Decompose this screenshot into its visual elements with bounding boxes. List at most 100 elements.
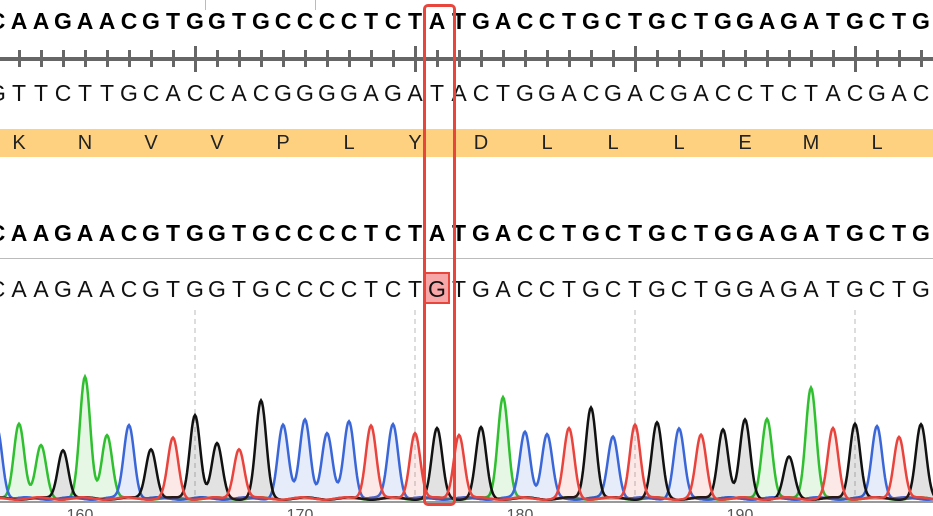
trace-G [0,397,933,501]
ruler-minor-tick [150,50,153,67]
base-G: G [208,276,226,302]
ruler-minor-tick [788,50,791,67]
base-A: A [33,276,49,302]
base-A: A [758,8,776,34]
base-G: G [186,8,204,34]
ruler-minor-tick [392,50,395,67]
base-T: T [231,276,247,302]
base-A: A [494,220,512,246]
selected-position-highlight[interactable] [423,4,456,506]
ruler-minor-tick [546,50,549,67]
base-A: A [428,220,446,246]
base-G: G [472,8,490,34]
base-G: G [912,276,930,302]
ruler-minor-tick [436,50,439,67]
base-C: C [868,276,886,302]
base-C: C [120,220,138,246]
base-C: C [604,8,622,34]
base-A: A [10,220,28,246]
base-G: G [670,80,688,106]
base-G: G [186,276,204,302]
base-C: C [538,8,556,34]
base-C: C [538,220,556,246]
ruler-major-tick [634,46,637,72]
base-G: G [340,80,358,106]
base-C: C [0,220,8,247]
base-G: G [648,276,666,302]
base-A: A [494,8,512,34]
amino-acid: D [473,132,489,154]
ruler-minor-tick [568,50,571,67]
base-T: T [561,220,577,246]
ruler-major-tick [414,46,417,72]
base-G: G [120,80,138,106]
base-A: A [803,276,819,302]
base-G: G [296,80,314,106]
base-A: A [77,276,93,302]
base-C: C [538,276,556,302]
ruler-minor-tick [766,50,769,67]
axis-label: 190 [726,507,754,516]
base-G: G [186,220,204,246]
ruler-minor-tick [502,50,505,67]
ruler-major-tick [854,46,857,72]
base-C: C [868,220,886,246]
axis-label: 180 [506,507,534,516]
amino-acid: K [12,132,26,154]
base-C: C [274,8,292,34]
base-T: T [825,8,841,34]
base-T: T [561,276,577,302]
amino-acid: L [607,132,619,154]
ruler-minor-tick [40,50,43,67]
base-A: A [627,80,643,106]
base-T: T [429,80,445,106]
base-G: G [736,276,754,302]
base-G: G [472,276,490,302]
base-C: C [318,276,336,302]
base-A: A [32,8,50,34]
reference-sequence-row: CAAGAACGTGGTGCCCCTCTATGACCTGCTGCTGGAGATG… [0,8,933,38]
base-G: G [582,8,600,34]
base-T: T [407,276,423,302]
base-C: C [604,220,622,246]
ruler-minor-tick [106,50,109,67]
base-G: G [780,220,798,246]
amino-acid: L [871,132,883,154]
complement-sequence-row: GTTCTTGCACCACGGGGAGATACTGGACGACGACCTCTAC… [0,80,933,110]
base-G: G [516,80,534,106]
base-T: T [407,8,423,34]
base-G: G [780,276,798,302]
trace-T [0,422,933,501]
ruler-minor-tick [370,50,373,67]
base-C: C [186,80,204,106]
base-A: A [76,8,94,34]
base-T: T [495,80,511,106]
base-C: C [714,80,732,106]
base-A: A [98,8,116,34]
base-A: A [758,220,776,246]
amino-acid: V [210,132,224,154]
trace-fill-A [0,376,933,500]
base-C: C [648,80,666,106]
base-C: C [846,80,864,106]
base-T: T [561,8,577,34]
trace-fill-G [0,400,933,500]
base-C: C [0,276,8,303]
amino-acid: N [77,132,93,154]
base-C: C [120,276,138,302]
base-G: G [736,220,754,246]
base-C: C [340,276,358,302]
ruler-minor-tick [590,50,593,67]
base-G: G [252,276,270,302]
ruler-minor-tick [238,50,241,67]
base-T: T [891,276,907,302]
base-T: T [891,220,907,246]
base-G: G [54,8,72,34]
base-G: G [0,80,8,107]
amino-acid: L [343,132,355,154]
ruler-minor-tick [458,50,461,67]
base-C: C [274,276,292,302]
base-G: G [582,276,600,302]
base-G: G [318,80,336,106]
